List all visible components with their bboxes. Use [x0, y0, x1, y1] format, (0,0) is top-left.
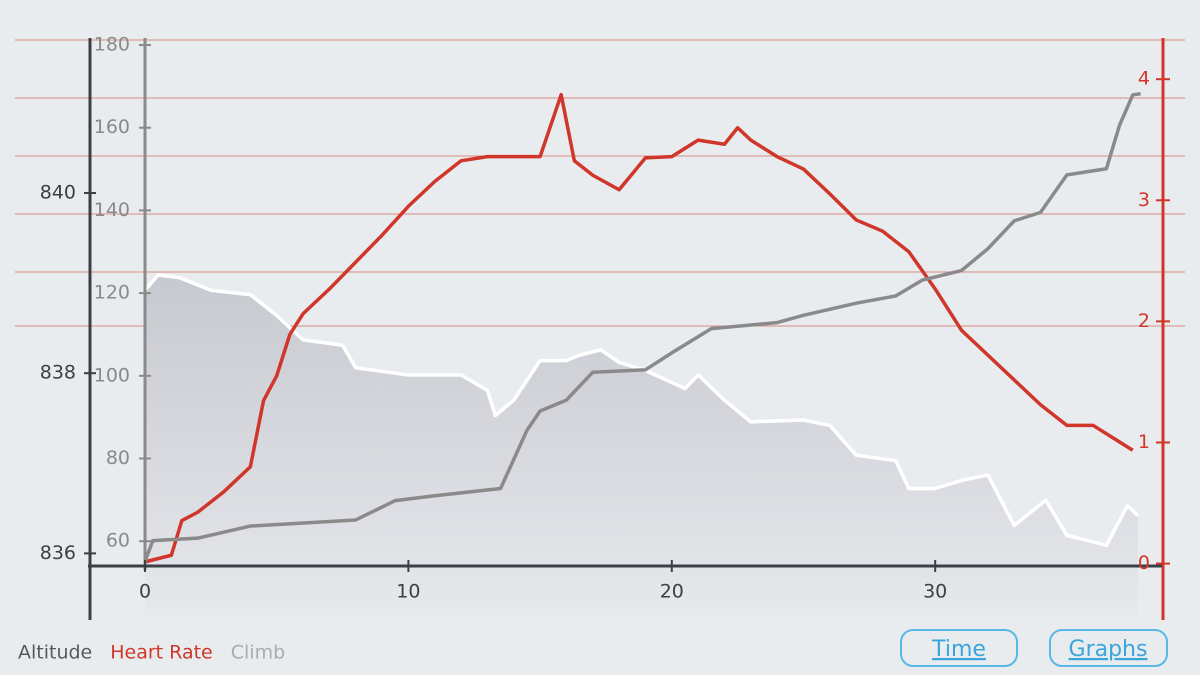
y-tick-label: 100 — [94, 364, 130, 386]
time-button[interactable] — [900, 629, 1018, 667]
y-tick-label: 840 — [40, 181, 76, 203]
y-tick-label: 4 — [1138, 68, 1150, 90]
legend-entry: Heart Rate — [110, 642, 213, 664]
y-tick-label: 60 — [106, 530, 130, 552]
graphs-button[interactable] — [1049, 629, 1168, 667]
plot — [143, 91, 1141, 615]
y-tick-label: 838 — [40, 362, 76, 384]
y-tick-label: 180 — [94, 34, 130, 56]
x-tick-label: 10 — [396, 581, 420, 603]
time-button-label[interactable]: Time — [931, 637, 986, 662]
y-tick-label: 0 — [1138, 552, 1150, 574]
y-tick-label: 140 — [94, 199, 130, 221]
y-tick-label: 2 — [1138, 310, 1150, 332]
y-tick-label: 80 — [106, 447, 130, 469]
y-tick-label: 1 — [1138, 431, 1150, 453]
y-tick-label: 836 — [40, 542, 76, 564]
x-tick-label: 30 — [923, 581, 947, 603]
series-line — [144, 92, 1134, 564]
legend-entry: Climb — [231, 642, 285, 664]
legend: Altitude Heart Rate Climb — [18, 642, 285, 664]
x-tick-label: 20 — [660, 581, 684, 603]
series-line — [143, 273, 1140, 548]
y-tick-label: 3 — [1138, 189, 1150, 211]
series-line — [143, 91, 1141, 562]
altitude-area — [145, 274, 1138, 615]
y-tick-label: 160 — [94, 116, 130, 138]
x-tick-label: 0 — [139, 581, 151, 603]
legend-entry: Altitude — [18, 642, 92, 664]
graphs-button-label[interactable]: Graphs — [1069, 637, 1148, 662]
y-tick-label: 120 — [94, 282, 130, 304]
